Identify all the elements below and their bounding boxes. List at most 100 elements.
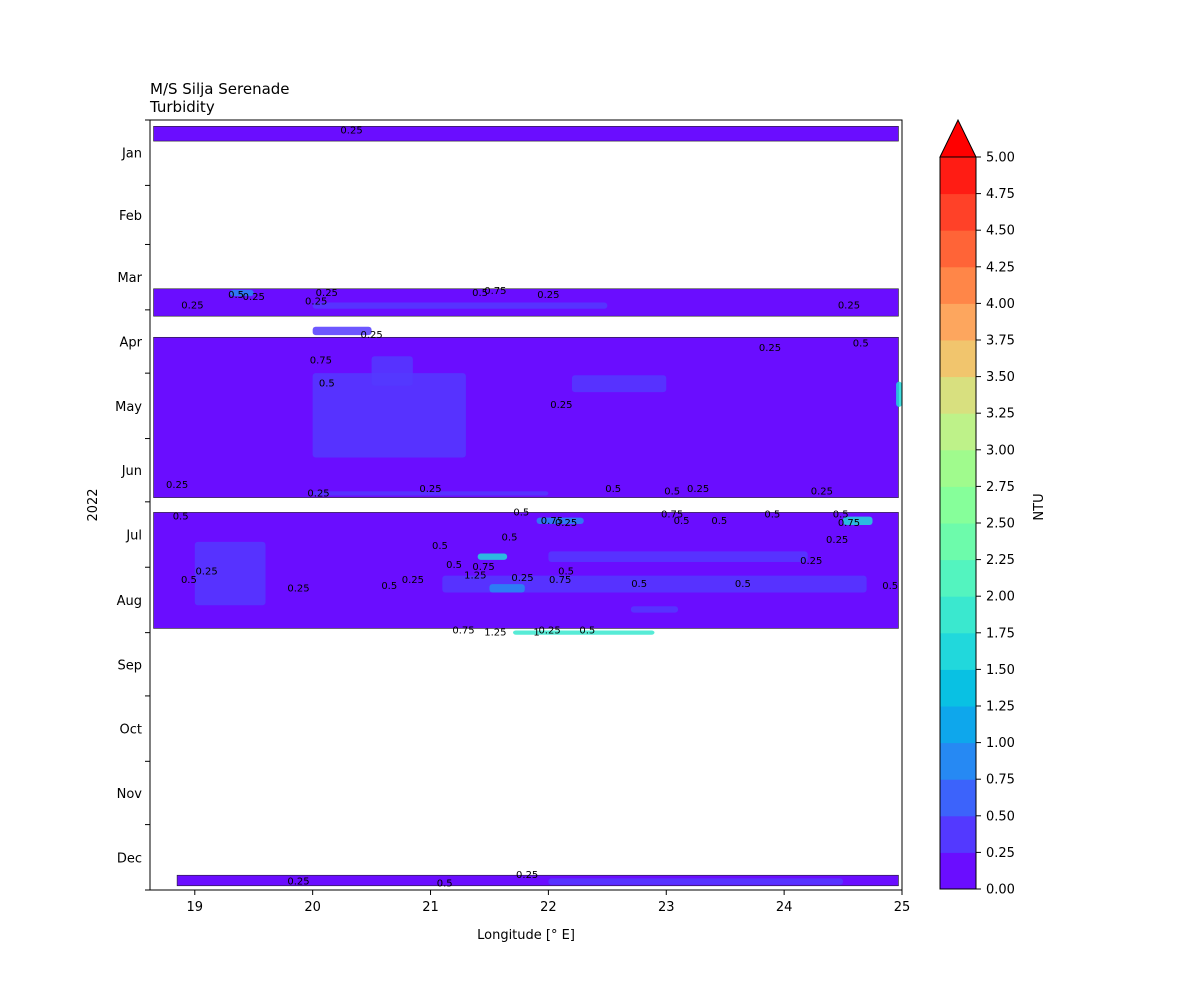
y-tick-label-4: May [115,400,142,415]
contour-label-33: 0.25 [826,535,848,546]
contour-label-4: 0.5 [472,288,488,299]
y-tick-label-1: Feb [119,209,142,224]
data-band-3 [153,512,899,629]
contour-label-57: 0.5 [437,879,453,890]
contour-patch-10 [630,606,679,613]
contour-label-23: 0.5 [173,512,189,523]
contour-label-44: 0.5 [181,575,197,586]
chart-title-line1: M/S Silja Serenade [150,80,290,98]
x-axis-label: Longitude [° E] [477,928,575,943]
y-axis-label: 2022 [86,488,101,521]
data-band-1 [153,288,899,317]
contour-label-52: 1.25 [484,628,506,639]
contour-label-0: 0.25 [340,126,362,137]
contour-label-12: 0.5 [853,339,869,350]
colorbar-tick-label-4: 1.00 [986,736,1015,751]
y-tick-label-0: Jan [121,147,142,162]
contour-label-48: 0.5 [631,579,647,590]
contour-patch-9 [536,517,584,524]
contour-label-50: 0.5 [882,581,898,592]
contour-label-37: 0.75 [472,562,494,573]
contour-label-26: 0.25 [555,518,577,529]
colorbar-segment-10 [940,486,976,524]
contour-label-34: 0.5 [432,541,448,552]
contour-label-41: 0.75 [549,575,571,586]
contour-label-20: 0.5 [664,486,680,497]
colorbar-segment-6 [940,632,976,670]
colorbar-extend-arrow [939,118,977,158]
y-tick-label-5: Jun [121,464,142,479]
colorbar-segment-4 [940,706,976,744]
contour-label-22: 0.25 [811,486,833,497]
x-axis: 19 20 21 22 23 24 25 [187,890,910,915]
contour-label-3: 0.25 [316,288,338,299]
x-tick-label-5: 24 [776,900,793,915]
contour-label-19: 0.5 [605,484,621,495]
y-axis: Jan Feb Mar Apr May Jun Jul Aug Sep Oct Nov Dec [115,119,150,891]
contour-label-21: 0.25 [687,484,709,495]
contour-patch-6 [194,541,266,606]
colorbar-segment-9 [940,523,976,561]
contour-label-13: 0.75 [310,355,332,366]
x-tick-label-4: 23 [658,900,675,915]
colorbar-segment-16 [940,266,976,304]
colorbar-segment-17 [940,230,976,268]
contour-label-43: 0.25 [195,566,217,577]
colorbar-segment-13 [940,376,976,414]
contour-patch-0 [312,326,372,336]
contour-label-10: 0.25 [360,330,382,341]
contour-label-5: 0.75 [484,286,506,297]
contour-label-39: 1.25 [464,571,486,582]
colorbar-segment-0 [940,852,976,890]
contour-patch-8 [477,553,508,560]
contour-label-14: 0.5 [319,379,335,390]
colorbar-segment-11 [940,449,976,487]
colorbar-tick-label-9: 2.25 [986,553,1015,568]
colorbar-tick-label-17: 4.25 [986,260,1015,275]
contour-label-17: 0.25 [307,488,329,499]
colorbar-tick-label-16: 4.00 [986,297,1015,312]
contour-label-51: 0.75 [452,626,474,637]
colorbar-tick-label-3: 0.75 [986,773,1015,788]
contour-label-24: 0.5 [513,507,529,518]
colorbar-segment-7 [940,596,976,634]
contour-patch-2 [571,375,667,393]
colorbar-tick-label-0: 0.00 [986,883,1015,898]
data-band-2 [153,336,899,498]
colorbar-tick-label-10: 2.50 [986,517,1015,532]
contour-label-15: 0.25 [550,400,572,411]
y-tick-label-10: Nov [117,787,143,802]
contour-label-32: 0.75 [838,518,860,529]
colorbar-label: NTU [1032,493,1047,520]
colorbar-tick-label-1: 0.25 [986,846,1015,861]
contour-patch-15 [230,289,254,297]
contour-label-30: 0.5 [764,509,780,520]
contour-label-6: 0.25 [537,290,559,301]
contour-label-56: 0.25 [287,877,309,888]
contour-label-46: 0.5 [381,581,397,592]
y-tick-label-8: Sep [117,658,142,673]
contour-label-35: 0.5 [502,533,518,544]
data-band-4 [176,874,899,887]
colorbar-segment-15 [940,303,976,341]
contour-label-40: 0.25 [511,573,533,584]
contour-label-7: 0.25 [181,301,203,312]
y-tick-label-2: Mar [117,271,142,286]
contour-patch-1 [312,373,466,458]
contour-label-1: 0.5 [228,290,244,301]
contour-label-47: 0.25 [402,575,424,586]
contour-patch-14 [548,878,844,885]
colorbar-tick-label-5: 1.25 [986,700,1015,715]
colorbar-tick-label-12: 3.00 [986,443,1015,458]
contour-label-2: 0.25 [243,292,265,303]
contour-patch-17 [312,491,549,496]
contour-patch-13 [312,302,608,309]
colorbar-tick-label-20: 5.00 [986,151,1015,166]
contour-label-11: 0.25 [759,343,781,354]
x-tick-label-1: 20 [304,900,321,915]
contour-label-16: 0.25 [166,480,188,491]
y-tick-label-9: Oct [120,723,142,738]
colorbar-segment-5 [940,669,976,707]
colorbar-segment-18 [940,193,976,231]
